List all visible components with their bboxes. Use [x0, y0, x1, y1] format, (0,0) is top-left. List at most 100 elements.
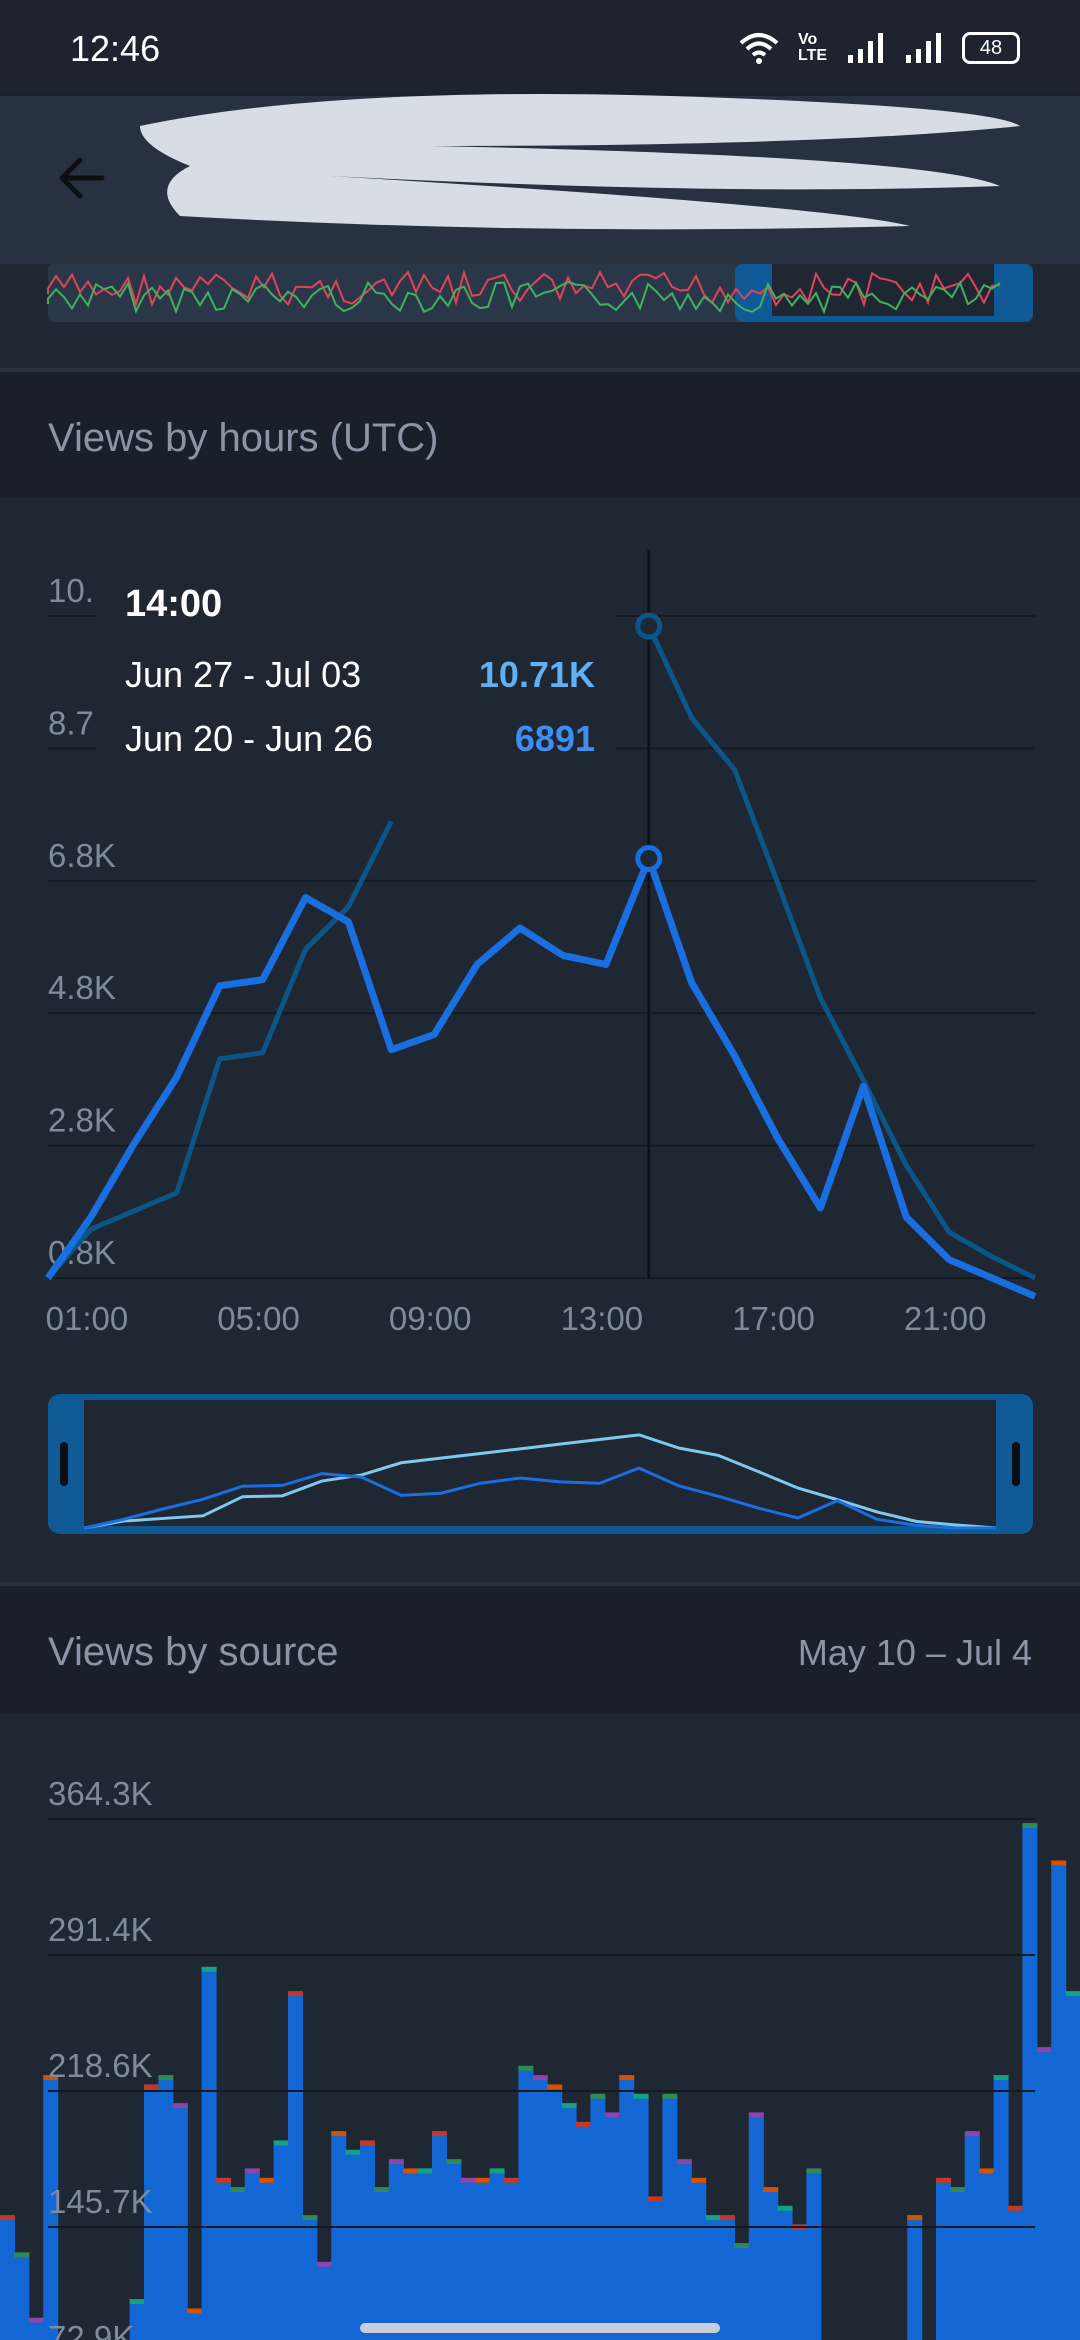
- source-bar-cap: [475, 2177, 491, 2183]
- source-bar: [28, 2321, 44, 2340]
- section-title: Views by hours (UTC): [48, 416, 439, 460]
- source-bar: [907, 2219, 923, 2340]
- source-bar: [417, 2172, 433, 2340]
- source-bar-cap: [619, 2075, 635, 2081]
- y-tick-label: 218.6K: [48, 2047, 153, 2084]
- source-bar: [561, 2107, 577, 2340]
- source-bar-cap: [273, 2140, 289, 2146]
- source-bar-cap: [532, 2075, 548, 2081]
- hours-chart[interactable]: 0.8K2.8K4.8K6.8K8.710. 01:00 05:00 09:00 13…: [0, 498, 1080, 1578]
- source-bar: [288, 1995, 303, 2340]
- source-bar: [360, 2144, 375, 2340]
- source-bar-cap: [158, 2075, 174, 2081]
- source-bar-cap: [1036, 2047, 1052, 2053]
- navigator-right-handle[interactable]: [1012, 1442, 1020, 1486]
- divider: [0, 368, 1080, 372]
- source-bar-cap: [662, 2093, 678, 2099]
- tooltip-row-value: 10.71K: [479, 654, 595, 695]
- source-bar-cap: [633, 2093, 649, 2099]
- source-bar: [273, 2144, 289, 2340]
- source-bar-cap: [979, 2168, 995, 2174]
- source-bar: [676, 2163, 692, 2340]
- tooltip-row-label: Jun 27 - Jul 03: [125, 654, 361, 695]
- source-bar: [201, 1970, 217, 2340]
- source-bar-cap: [748, 2112, 764, 2118]
- source-bar-cap: [331, 2131, 347, 2137]
- source-bar: [648, 2200, 663, 2340]
- source-bar: [734, 2247, 750, 2340]
- hours-section-header: Views by hours (UTC): [0, 372, 1080, 498]
- source-bar: [43, 2079, 59, 2340]
- source-bar-cap: [720, 2215, 735, 2221]
- source-bar: [633, 2097, 649, 2340]
- arrow-left-icon[interactable]: [52, 146, 116, 210]
- y-tick-label: 72.9K: [48, 2319, 134, 2340]
- signal-icon: [848, 33, 883, 63]
- source-bar-cap: [216, 2177, 231, 2183]
- navigator-left-handle[interactable]: [60, 1442, 68, 1486]
- x-tick-label: 01:00: [46, 1300, 129, 1337]
- source-bar-cap: [806, 2168, 822, 2174]
- selected-point-jun27-jul03: [635, 612, 663, 640]
- source-bar: [1008, 2209, 1023, 2340]
- source-bar: [403, 2172, 419, 2340]
- source-bar-cap: [734, 2243, 750, 2249]
- source-bar-cap: [604, 2112, 620, 2118]
- source-bar: [1036, 2051, 1052, 2340]
- source-bar-cap: [417, 2168, 433, 2174]
- y-tick-label: 145.7K: [48, 2183, 153, 2220]
- date-range[interactable]: May 10 – Jul 4: [797, 1632, 1032, 1673]
- source-bar: [576, 2125, 591, 2340]
- source-bar: [936, 2181, 951, 2340]
- source-bar: [993, 2079, 1009, 2340]
- y-tick-label: 6.8K: [48, 837, 116, 874]
- source-bar: [316, 2265, 332, 2340]
- source-bar-cap: [172, 2103, 188, 2109]
- gesture-nav-bar[interactable]: [360, 2323, 720, 2333]
- source-bar-cap: [993, 2075, 1009, 2081]
- source-bar-cap: [561, 2103, 577, 2109]
- source-bar: [547, 2088, 563, 2340]
- source-bar: [504, 2181, 519, 2340]
- source-bar-cap: [388, 2159, 404, 2165]
- source-bar-cap: [288, 1991, 303, 1997]
- source-bar: [388, 2163, 404, 2340]
- source-bar-cap: [763, 2187, 779, 2193]
- source-bar-cap: [129, 2299, 145, 2305]
- source-bar-cap: [1065, 1991, 1080, 1997]
- source-bar: [806, 2172, 822, 2340]
- source-bar: [604, 2116, 620, 2340]
- source-bar: [705, 2219, 721, 2340]
- status-bar: 12:46 Vo LTE 48: [0, 0, 1080, 96]
- tooltip-row-label: Jun 20 - Jun 26: [125, 718, 373, 759]
- wifi-icon: [739, 33, 779, 64]
- source-bar: [460, 2181, 476, 2340]
- source-bar-cap: [144, 2084, 159, 2090]
- source-bar-cap: [14, 2252, 30, 2258]
- source-bar-cap: [518, 2065, 534, 2071]
- source-bar: [187, 2312, 203, 2340]
- hours-navigator[interactable]: [48, 1394, 1033, 1534]
- source-bar-cap: [777, 2205, 793, 2211]
- source-bar-cap: [1008, 2205, 1023, 2211]
- x-tick-label: 05:00: [217, 1300, 300, 1337]
- source-bar-cap: [345, 2149, 361, 2155]
- overview-navigator-chart[interactable]: [0, 264, 1080, 370]
- source-bar: [590, 2097, 606, 2340]
- source-bar-cap: [403, 2168, 419, 2174]
- x-tick-label: 13:00: [561, 1300, 644, 1337]
- status-icons: Vo LTE 48: [738, 28, 1020, 68]
- y-tick-label: 10.: [48, 572, 94, 609]
- y-tick-label: 364.3K: [48, 1775, 153, 1812]
- source-bar: [216, 2181, 231, 2340]
- source-bar: [244, 2172, 260, 2340]
- source-bar: [475, 2181, 491, 2340]
- y-tick-label: 291.4K: [48, 1911, 153, 1948]
- source-bar: [964, 2135, 980, 2340]
- source-bar: [763, 2191, 779, 2340]
- source-bar-cap: [259, 2177, 275, 2183]
- source-chart[interactable]: 72.9K 145.7K 218.6K 291.4K 364.3K: [0, 1714, 1080, 2340]
- source-bar-cap: [201, 1966, 217, 1972]
- source-bar-cap: [360, 2140, 375, 2146]
- source-bar-cap: [547, 2084, 563, 2090]
